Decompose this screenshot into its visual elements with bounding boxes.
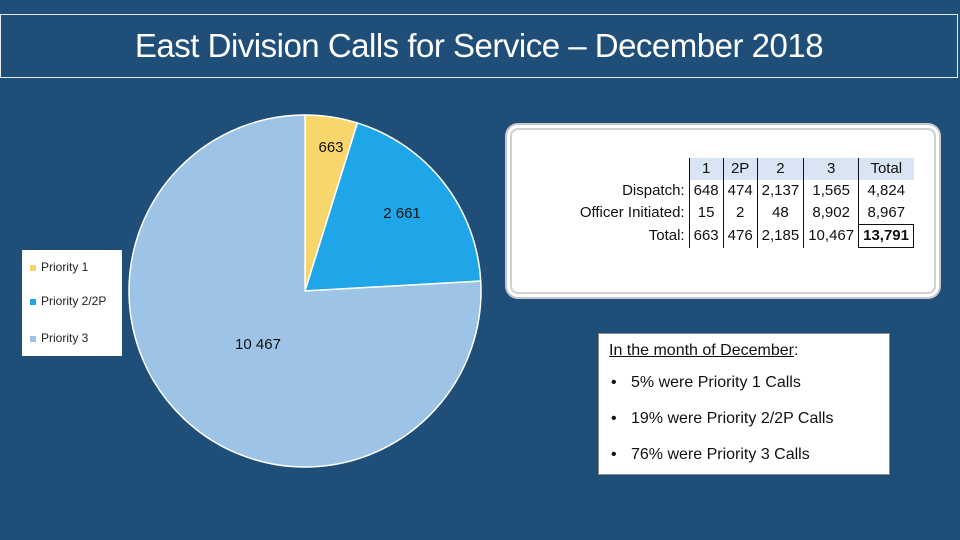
table-cell: 648 xyxy=(688,180,724,202)
legend-swatch-priority-2-2p xyxy=(30,298,36,305)
row-label: Total: xyxy=(648,227,685,244)
calls-table-panel: 1 2P 2 3 Total Dispatch: 648 474 2,137 1… xyxy=(510,128,936,294)
chart-legend: Priority 1 Priority 2/2P Priority 3 xyxy=(22,250,122,356)
summary-heading-text: In the month of December xyxy=(609,342,794,359)
column-header: 2 xyxy=(756,158,804,180)
table-header-row: 1 2P 2 3 Total xyxy=(576,158,914,180)
table-corner xyxy=(576,158,689,180)
bullet-text: 19% were Priority 2/2P Calls xyxy=(631,410,834,427)
table-cell: 48 xyxy=(756,202,804,225)
column-header: 1 xyxy=(688,158,724,180)
legend-item-priority-2-2p: Priority 2/2P xyxy=(30,294,106,308)
table-cell: 10,467 xyxy=(803,224,859,248)
row-label: Officer Initiated: xyxy=(579,204,685,222)
data-label: 2 661 xyxy=(383,205,421,222)
bullet-icon: • xyxy=(611,410,617,427)
table-cell: 474 xyxy=(722,180,758,202)
summary-bullet: • 5% were Priority 1 Calls xyxy=(611,374,801,392)
legend-label: Priority 3 xyxy=(41,331,89,345)
table-cell: 8,967 xyxy=(858,202,914,225)
table-cell: 8,902 xyxy=(803,202,859,225)
page-title: East Division Calls for Service – Decemb… xyxy=(134,27,824,64)
row-label: Dispatch: xyxy=(622,182,685,199)
column-header: Total xyxy=(858,158,914,180)
table-row: Total: 663 476 2,185 10,467 13,791 xyxy=(576,224,914,248)
legend-label: Priority 1 xyxy=(41,260,89,274)
data-label: 10 467 xyxy=(235,336,281,353)
table-cell: 663 xyxy=(688,224,724,248)
table-row: Officer Initiated: 15 2 48 8,902 8,967 xyxy=(576,202,914,225)
table-row: Dispatch: 648 474 2,137 1,565 4,824 xyxy=(576,180,914,202)
table-cell: 4,824 xyxy=(858,180,914,202)
column-header: 3 xyxy=(803,158,859,180)
legend-item-priority-3: Priority 3 xyxy=(30,331,88,345)
table-cell: 2,185 xyxy=(756,224,804,248)
title-bar: East Division Calls for Service – Decemb… xyxy=(0,14,958,78)
bullet-text: 5% were Priority 1 Calls xyxy=(631,374,801,391)
summary-bullet: • 76% were Priority 3 Calls xyxy=(611,446,810,464)
bullet-icon: • xyxy=(611,446,617,463)
legend-swatch-priority-3 xyxy=(30,335,36,342)
column-header: 2P xyxy=(722,158,758,180)
legend-item-priority-1: Priority 1 xyxy=(30,260,88,274)
summary-heading-suffix: : xyxy=(793,342,799,359)
grand-total-cell: 13,791 xyxy=(858,224,914,248)
legend-label: Priority 2/2P xyxy=(41,294,107,308)
table-cell: 476 xyxy=(722,224,758,248)
bullet-text: 76% were Priority 3 Calls xyxy=(631,446,810,463)
table-cell: 2,137 xyxy=(756,180,804,202)
summary-box: In the month of December: • 5% were Prior… xyxy=(598,333,890,475)
table-cell: 15 xyxy=(688,202,724,225)
table-cell: 2 xyxy=(722,202,758,225)
slice-priority-3 xyxy=(128,114,482,468)
table-cell: 1,565 xyxy=(803,180,859,202)
slice-priority-2-2p xyxy=(303,122,482,292)
calls-table: 1 2P 2 3 Total Dispatch: 648 474 2,137 1… xyxy=(576,158,914,248)
summary-bullet: • 19% were Priority 2/2P Calls xyxy=(611,410,833,428)
summary-heading: In the month of December: xyxy=(609,342,798,360)
legend-swatch-priority-1 xyxy=(30,264,36,271)
bullet-icon: • xyxy=(611,374,617,391)
data-label: 663 xyxy=(318,139,343,156)
